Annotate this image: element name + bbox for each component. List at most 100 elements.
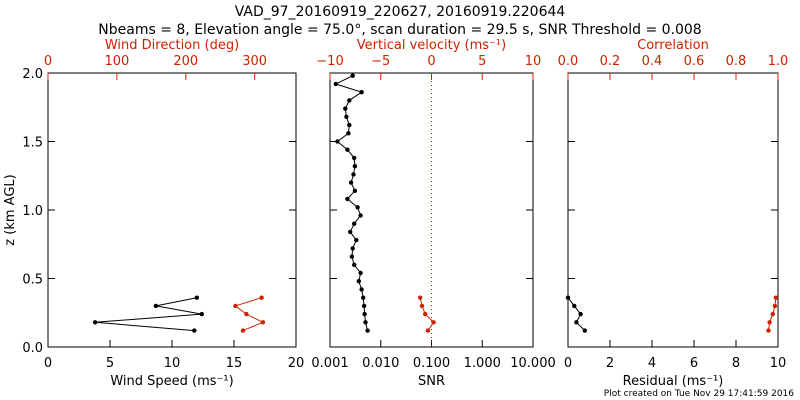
series-0-point [363, 320, 368, 325]
series-0-point [359, 287, 364, 292]
series-1-point [423, 311, 428, 317]
top-axis-label: Wind Direction (deg) [105, 38, 239, 53]
series-1-point [425, 328, 431, 333]
series-0-point [574, 320, 579, 325]
series-0-point [352, 262, 357, 267]
panel-snr: 0.001 0.010 0.100 1.000 10.000 SNR −10 −5 0 5 10 Ve… [311, 38, 555, 389]
bottom-tick-label: 2 [606, 356, 614, 371]
series-0-point [350, 73, 355, 78]
bottom-axis-label: Residual (ms⁻¹) [623, 374, 724, 389]
bottom-tick-label: 0 [44, 356, 52, 371]
top-axis-label: Vertical velocity (ms⁻¹) [357, 38, 506, 53]
bottom-tick-label: 0 [564, 356, 572, 371]
series-0-point [362, 311, 367, 317]
series-0-point [365, 328, 370, 333]
series-0-point [359, 90, 364, 95]
y-tick-label: 1.5 [22, 136, 43, 151]
series-0-point [352, 221, 357, 226]
series-0-point [358, 213, 363, 218]
series-0-point [92, 320, 98, 325]
series-1-point [767, 320, 772, 325]
series-0-point [352, 164, 358, 169]
series-0-point [199, 311, 204, 317]
bottom-tick-label: 10.000 [510, 356, 556, 371]
series-0-point [352, 188, 358, 193]
series-0-point [344, 114, 349, 120]
bottom-tick-label: 1.000 [464, 356, 501, 371]
series-0-point [361, 295, 366, 300]
series-0-point [347, 98, 352, 103]
top-tick-label: 0.0 [558, 54, 579, 69]
series-0-line [95, 297, 202, 332]
series-0-point [572, 303, 577, 309]
y-tick-label: 2.0 [22, 67, 43, 82]
plot-frame [567, 72, 779, 348]
series-0-point [348, 229, 353, 235]
series-1-point [431, 320, 436, 325]
series-0-line [334, 75, 369, 331]
top-tick-label: 100 [104, 54, 129, 69]
series-1-point [418, 295, 423, 300]
series-0-point [350, 246, 355, 251]
top-tick-label: 0.6 [684, 54, 705, 69]
bottom-tick-label: 10 [770, 356, 787, 371]
y-tick-label: 0.5 [22, 273, 43, 288]
figure-title-line1: VAD_97_20160919_220627, 20160919.220644 [235, 4, 566, 20]
series-0-point [348, 180, 354, 185]
series-1-point [773, 295, 779, 300]
bottom-tick-label: 15 [226, 356, 243, 371]
plot-frame [47, 72, 297, 348]
series-0-point [582, 328, 587, 333]
series-0-point [345, 147, 350, 152]
series-1-point [240, 328, 246, 333]
top-tick-label: 10 [525, 54, 542, 69]
top-tick-label: −10 [316, 54, 343, 69]
series-1-point [244, 311, 249, 317]
series-0-point [343, 106, 348, 111]
y-tick-label: 1.0 [22, 204, 43, 219]
series-0-point [192, 328, 197, 333]
series-0-point [347, 122, 352, 128]
top-tick-label: −5 [371, 54, 390, 69]
panel-residual: 0 2 4 6 8 10 Residual (ms⁻¹) 0.0 0.2 0.4 0.6 0.8 1.0… [558, 38, 789, 389]
series-0-point [578, 311, 583, 317]
series-0-point [153, 303, 159, 309]
series-0-point [354, 237, 359, 243]
top-tick-label: 200 [173, 54, 198, 69]
figure-title-line2: Nbeams = 8, Elevation angle = 75.0°, sca… [98, 22, 701, 38]
series-0-point [356, 279, 361, 284]
y-tick-label: 0.0 [22, 341, 43, 356]
top-tick-label: 0.4 [642, 54, 663, 69]
series-1-point [766, 328, 771, 333]
bottom-tick-label: 0.001 [311, 356, 348, 371]
series-0-point [361, 303, 367, 309]
series-1-point [770, 311, 775, 317]
series-0-point [346, 131, 351, 136]
top-tick-label: 0.8 [726, 54, 747, 69]
series-0-point [351, 172, 356, 177]
bottom-tick-label: 4 [648, 356, 656, 371]
series-1-point [260, 320, 266, 325]
series-1-point [259, 295, 264, 300]
series-0-point [194, 295, 199, 300]
bottom-axis-label: Wind Speed (ms⁻¹) [110, 374, 233, 389]
series-1-line [234, 297, 265, 332]
footer-timestamp: Plot created on Tue Nov 29 17:41:59 2016 [604, 389, 794, 399]
bottom-tick-label: 6 [690, 356, 698, 371]
series-0-point [345, 196, 350, 202]
series-0-point [355, 205, 360, 210]
top-tick-label: 0 [44, 54, 52, 69]
top-tick-label: 0.2 [600, 54, 621, 69]
bottom-tick-label: 5 [106, 356, 114, 371]
series-0-point [333, 81, 338, 87]
y-axis-label: z (km AGL) [3, 174, 18, 245]
series-0-point [349, 254, 355, 259]
series-1-point [419, 303, 425, 309]
bottom-axis-label: SNR [418, 374, 445, 389]
top-tick-label: 0 [427, 54, 435, 69]
series-0-point [358, 270, 363, 276]
bottom-tick-label: 20 [288, 356, 305, 371]
series-0-point [565, 295, 571, 300]
bottom-tick-label: 10 [164, 356, 181, 371]
